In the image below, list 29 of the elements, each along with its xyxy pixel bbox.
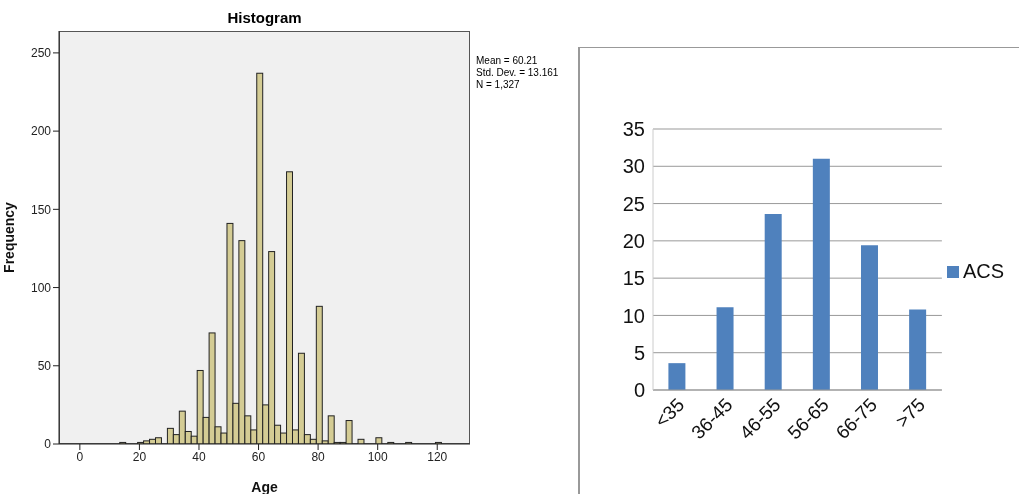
y-tick-label: 15 [622, 267, 645, 290]
x-tick-label: 20 [132, 449, 147, 464]
y-tick-label: 10 [622, 304, 645, 327]
y-tick-label: 20 [622, 229, 645, 252]
x-axis-title: Age [251, 479, 278, 494]
y-tick-label: 200 [30, 124, 52, 139]
x-tick-label: <35 [650, 393, 689, 432]
y-tick-label: 150 [30, 202, 52, 217]
text: Mean = 60.21 [476, 55, 539, 67]
y-tick-label: 50 [37, 359, 52, 374]
y-tick-label: 25 [622, 192, 645, 215]
x-tick-label: 100 [367, 449, 389, 464]
x-tick-label: 120 [427, 449, 448, 464]
y-tick-label: 250 [30, 46, 52, 61]
x-tick-label: 0 [76, 449, 84, 464]
y-tick-label: 0 [633, 379, 645, 402]
x-tick-label: 60 [251, 449, 266, 464]
x-tick-label: >75 [891, 393, 930, 432]
text: N = 1,327 [476, 79, 521, 91]
x-tick-label: 80 [311, 449, 326, 464]
y-tick-label: 30 [622, 155, 645, 178]
x-tick-label: 40 [192, 449, 206, 464]
y-tick-label: 35 [622, 118, 645, 141]
chart-title: Histogram [226, 9, 303, 26]
y-tick-label: 5 [633, 341, 645, 364]
y-axis-title: Frequency [0, 201, 17, 273]
text: Std. Dev. = 13.161 [476, 67, 559, 79]
y-tick-label: 100 [30, 280, 52, 295]
legend-label: ACS [962, 259, 1004, 282]
